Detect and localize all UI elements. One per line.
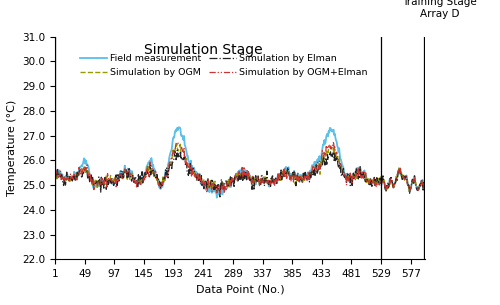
Simulation by Elman — [147, 162, 153, 166]
Simulation by Elman — [300, 171, 306, 175]
Simulation by OGM+Elman — [217, 192, 223, 196]
Simulation by Elman — [118, 176, 124, 179]
Line: Simulation by OGM: Simulation by OGM — [55, 144, 425, 192]
Y-axis label: Temperature (°C): Temperature (°C) — [6, 100, 16, 196]
Field measurement — [332, 132, 338, 136]
Simulation by Elman — [174, 148, 180, 152]
Field measurement — [147, 159, 153, 162]
Simulation by Elman — [217, 195, 223, 199]
Field measurement — [220, 189, 226, 192]
Simulation by OGM — [272, 181, 278, 184]
Simulation by Elman — [422, 189, 428, 192]
Field measurement — [214, 196, 220, 199]
Line: Field measurement: Field measurement — [55, 127, 425, 198]
Simulation by Elman — [220, 182, 226, 186]
Simulation by OGM — [213, 190, 219, 194]
Simulation by Elman — [272, 176, 278, 180]
Simulation by OGM — [220, 187, 226, 191]
X-axis label: Data Point (No.): Data Point (No.) — [196, 285, 284, 295]
Simulation by OGM+Elman — [118, 174, 124, 178]
Simulation by OGM+Elman — [147, 160, 153, 164]
Field measurement — [52, 172, 58, 176]
Simulation by OGM+Elman — [270, 177, 276, 180]
Line: Simulation by Elman: Simulation by Elman — [55, 150, 425, 197]
Simulation by OGM — [300, 174, 306, 178]
Field measurement — [272, 182, 278, 186]
Simulation by OGM+Elman — [52, 175, 58, 178]
Field measurement — [176, 126, 182, 129]
Field measurement — [422, 189, 428, 193]
Simulation by OGM+Elman — [220, 185, 226, 188]
Line: Simulation by OGM+Elman: Simulation by OGM+Elman — [55, 142, 425, 194]
Simulation by OGM — [422, 189, 428, 193]
Field measurement — [118, 169, 124, 173]
Simulation by OGM — [174, 142, 180, 145]
Text: Simulation Stage: Simulation Stage — [144, 43, 262, 57]
Text: Training Stage
Array D: Training Stage Array D — [402, 0, 477, 19]
Simulation by OGM+Elman — [422, 192, 428, 195]
Field measurement — [300, 175, 306, 179]
Legend: Field measurement, Simulation by OGM, Simulation by Elman, Simulation by OGM+Elm: Field measurement, Simulation by OGM, Si… — [78, 52, 370, 79]
Simulation by Elman — [332, 152, 338, 155]
Simulation by OGM — [332, 152, 338, 156]
Simulation by Elman — [52, 179, 58, 182]
Simulation by OGM — [147, 163, 153, 166]
Simulation by OGM+Elman — [332, 145, 338, 149]
Simulation by OGM+Elman — [330, 140, 336, 143]
Simulation by OGM — [52, 175, 58, 179]
Simulation by OGM — [118, 173, 124, 176]
Simulation by OGM+Elman — [300, 177, 306, 181]
